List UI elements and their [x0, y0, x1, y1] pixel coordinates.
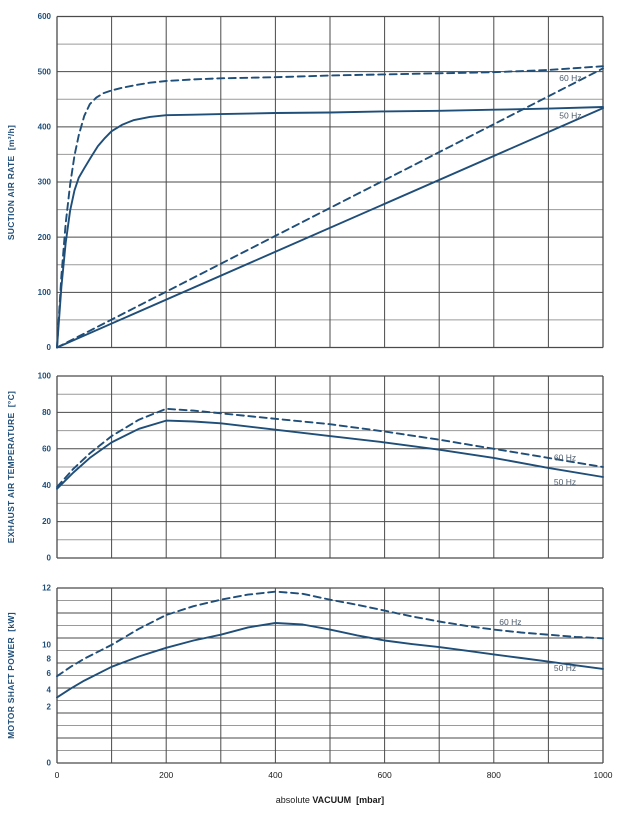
curve-60-hz-saturation: [56, 65, 604, 349]
curve-label: 50 Hz: [554, 477, 576, 487]
curve-60-hz-linear: [56, 67, 604, 349]
motor-shaft-power-axis-title: MOTOR SHAFT POWER [kW]: [6, 612, 16, 739]
y-tick-label: 2: [47, 702, 52, 711]
exhaust-air-temperature-axis-title: EXHAUST AIR TEMPERATURE [°C]: [6, 390, 16, 544]
curve-50-hz: [56, 622, 604, 699]
y-tick-label: 60: [42, 444, 51, 453]
curve-50-hz: [56, 419, 604, 490]
curve-60-hz: [56, 407, 604, 488]
y-tick-label: 300: [38, 178, 52, 187]
y-tick-label: 500: [38, 67, 52, 76]
y-tick-label: 100: [38, 288, 52, 297]
x-axis-title: absolute VACUUM [mbar]: [57, 795, 603, 805]
x-tick-label: 1000: [594, 770, 613, 780]
x-axis-title-normal: absolute: [275, 795, 310, 805]
y-tick-label: 0: [47, 759, 52, 768]
y-tick-label: 80: [42, 408, 51, 417]
x-axis-title-bold: VACUUM [mbar]: [312, 795, 385, 805]
curve-label: 50 Hz: [559, 111, 581, 121]
curve-label: 60 Hz: [499, 617, 521, 627]
y-tick-label: 4: [47, 686, 52, 695]
y-tick-label: 20: [42, 517, 51, 526]
curve-50-hz-linear: [56, 107, 604, 349]
y-tick-label: 0: [47, 343, 52, 352]
y-tick-label: 10: [42, 640, 51, 649]
x-tick-label: 600: [378, 770, 392, 780]
x-tick-label: 200: [159, 770, 173, 780]
curve-label: 60 Hz: [559, 73, 581, 83]
chart-suction-air-rate: 600 500 400 300 200 100 0 60 Hz 50 Hz: [38, 12, 604, 352]
y-tick-label: 100: [38, 372, 52, 381]
y-tick-label: 0: [47, 554, 52, 563]
x-tick-label: 800: [487, 770, 501, 780]
x-tick-label: 400: [268, 770, 282, 780]
chart-motor-shaft-power: 12 10 8 6 4 2 0 60 Hz 50 Hz: [42, 584, 604, 768]
y-tick-label: 8: [47, 654, 52, 663]
y-tick-label: 400: [38, 122, 52, 131]
y-tick-label: 6: [47, 669, 52, 678]
y-tick-label: 40: [42, 481, 51, 490]
curve-50-hz-saturation: [56, 106, 604, 349]
chart-exhaust-air-temperature: 100 80 60 40 20 0 60 Hz 50 Hz: [38, 372, 604, 563]
curve-label: 50 Hz: [554, 663, 576, 673]
curve-label: 60 Hz: [554, 453, 576, 463]
suction-air-rate-axis-title: SUCTION AIR RATE [m³/h]: [6, 124, 16, 240]
x-tick-label: 0: [55, 770, 60, 780]
y-tick-label: 200: [38, 233, 52, 242]
y-tick-label: 12: [42, 584, 51, 593]
curve-60-hz: [56, 590, 604, 678]
y-tick-label: 600: [38, 12, 52, 21]
